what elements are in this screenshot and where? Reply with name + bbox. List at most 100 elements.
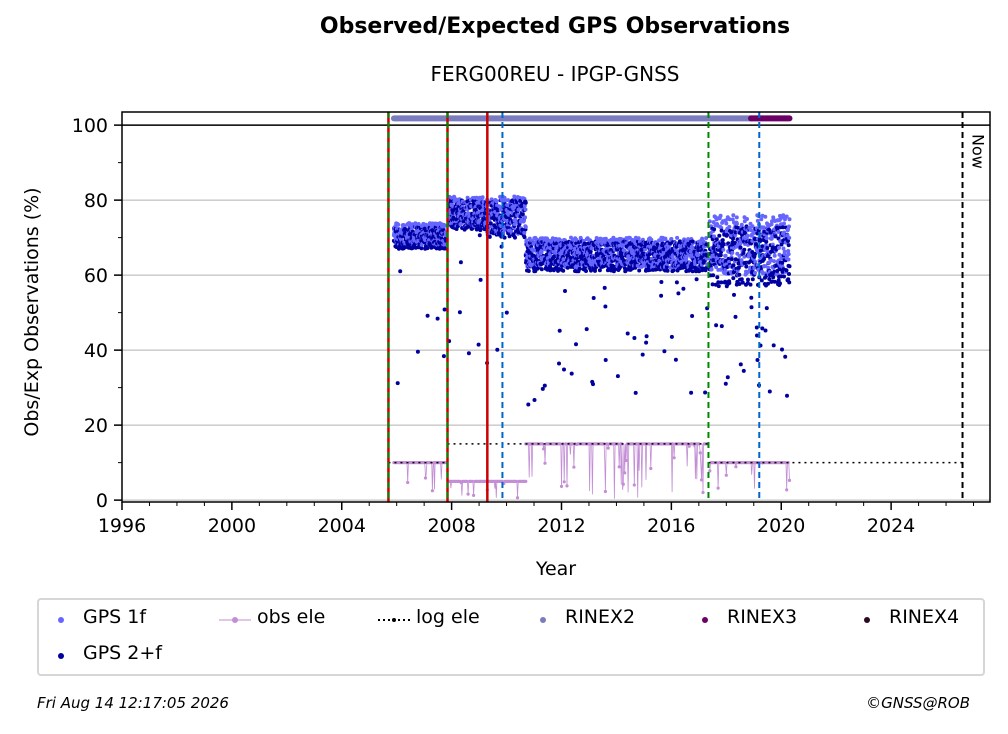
obs-ele-point xyxy=(698,451,702,455)
gps2f-point xyxy=(395,381,400,386)
obs-ele-point xyxy=(564,442,568,446)
gps2f-point xyxy=(773,234,778,239)
legend-marker-obs-ele xyxy=(217,610,253,624)
chart-legend: GPS 1f obs ele log ele RINEX2 RINEX3 RIN… xyxy=(37,598,985,676)
gps2f-point xyxy=(531,253,536,258)
gps2f-point xyxy=(723,279,728,284)
legend-label-obs-ele: obs ele xyxy=(257,606,326,628)
gps1f-point xyxy=(739,222,744,227)
gps2f-point xyxy=(554,265,559,270)
gps2f-point xyxy=(767,389,772,394)
gps2f-point xyxy=(539,267,544,272)
gps2f-point xyxy=(753,251,757,256)
gps1f-point xyxy=(636,264,641,269)
gps2f-point xyxy=(771,275,776,280)
gps2f-point xyxy=(759,278,764,283)
gps1f-point xyxy=(787,217,792,222)
gps1f-point xyxy=(777,245,781,250)
obs-ele-point xyxy=(723,461,727,465)
gps2f-point xyxy=(771,245,775,250)
gps1f-point xyxy=(532,248,536,252)
gps2f-point xyxy=(615,374,620,379)
obs-ele-point xyxy=(603,489,608,494)
gps1f-point xyxy=(691,246,696,251)
y-tick-label: 20 xyxy=(84,415,108,437)
gps1f-point xyxy=(643,247,648,252)
gps1f-point xyxy=(573,246,577,251)
gps1f-point xyxy=(524,238,529,243)
obs-ele-point xyxy=(470,479,474,483)
gps1f-point xyxy=(727,217,732,222)
gps1f-point xyxy=(786,249,791,253)
gps1f-point xyxy=(522,218,526,223)
gps2f-point xyxy=(715,275,720,280)
gps1f-point xyxy=(778,239,783,244)
gps1f-point xyxy=(730,250,735,255)
gps2f-point xyxy=(783,354,788,359)
gps2f-point xyxy=(772,279,777,284)
gps1f-point xyxy=(778,216,783,221)
obs-ele-point xyxy=(672,456,676,460)
gps1f-point xyxy=(786,252,791,257)
now-label: Now xyxy=(969,134,988,169)
gps2f-point xyxy=(602,285,607,290)
gps1f-point xyxy=(630,249,635,254)
gps2f-point xyxy=(732,292,736,297)
gps2f-point xyxy=(419,246,424,251)
gps2f-point xyxy=(742,247,747,252)
gps2f-point xyxy=(771,343,776,348)
gps2f-point xyxy=(697,269,702,274)
gps1f-point xyxy=(396,222,401,227)
gps2f-point xyxy=(784,268,789,273)
obs-ele-point xyxy=(621,482,625,486)
gps2f-point xyxy=(502,235,507,240)
gps1f-point xyxy=(759,217,764,222)
gps1f-point xyxy=(523,224,528,229)
obs-ele-point xyxy=(631,442,635,446)
gps2f-point xyxy=(466,351,471,356)
gps2f-point xyxy=(760,326,765,331)
gps1f-point xyxy=(649,237,654,242)
obs-ele-line xyxy=(709,462,790,490)
gps2f-point xyxy=(584,269,588,273)
gps2f-point xyxy=(441,354,446,359)
obs-ele-point xyxy=(570,442,575,446)
legend-marker-rinex2 xyxy=(525,610,561,624)
gps2f-point xyxy=(476,342,481,347)
gps2f-point xyxy=(588,249,593,254)
footer-timestamp: Fri Aug 14 12:17:05 2026 xyxy=(37,694,229,712)
gps2f-point xyxy=(694,277,699,282)
obs-ele-point xyxy=(649,466,653,471)
gps1f-point xyxy=(735,221,739,226)
obs-ele-point xyxy=(524,479,528,483)
gps1f-point xyxy=(614,237,619,242)
gps2f-point xyxy=(785,393,789,398)
gps2f-point xyxy=(749,295,754,300)
gps2f-point xyxy=(644,334,649,339)
legend-item-rinex3: RINEX3 xyxy=(687,606,797,628)
chart-plot: Now 1996 2000 2004 2008 2012 2016 2020 2024 0 20 4… xyxy=(21,111,991,580)
gps1f-point xyxy=(558,238,562,243)
gps1f-point xyxy=(727,224,732,229)
obs-ele-point xyxy=(606,446,610,450)
gps2f-point xyxy=(520,212,525,217)
gps2f-point xyxy=(744,264,749,269)
obs-ele-line xyxy=(525,443,708,499)
obs-ele-point xyxy=(430,489,434,493)
y-tick-label: 60 xyxy=(84,265,108,287)
gps1f-point xyxy=(755,218,760,223)
obs-ele-point xyxy=(572,465,576,469)
gps1f-point xyxy=(718,213,723,218)
x-tick-label: 2024 xyxy=(867,515,915,537)
obs-ele-point xyxy=(558,442,562,446)
gps2f-point xyxy=(659,280,664,284)
legend-marker-rinex4 xyxy=(849,610,885,624)
gps1f-point xyxy=(730,217,735,222)
y-axis-label: Obs/Exp Observations (%) xyxy=(21,187,43,436)
gps2f-point xyxy=(710,282,715,287)
data-points xyxy=(388,115,963,500)
gps1f-point xyxy=(686,237,691,242)
gps2f-point xyxy=(731,236,735,241)
obs-ele-point xyxy=(472,493,476,497)
obs-ele-line xyxy=(393,462,447,491)
